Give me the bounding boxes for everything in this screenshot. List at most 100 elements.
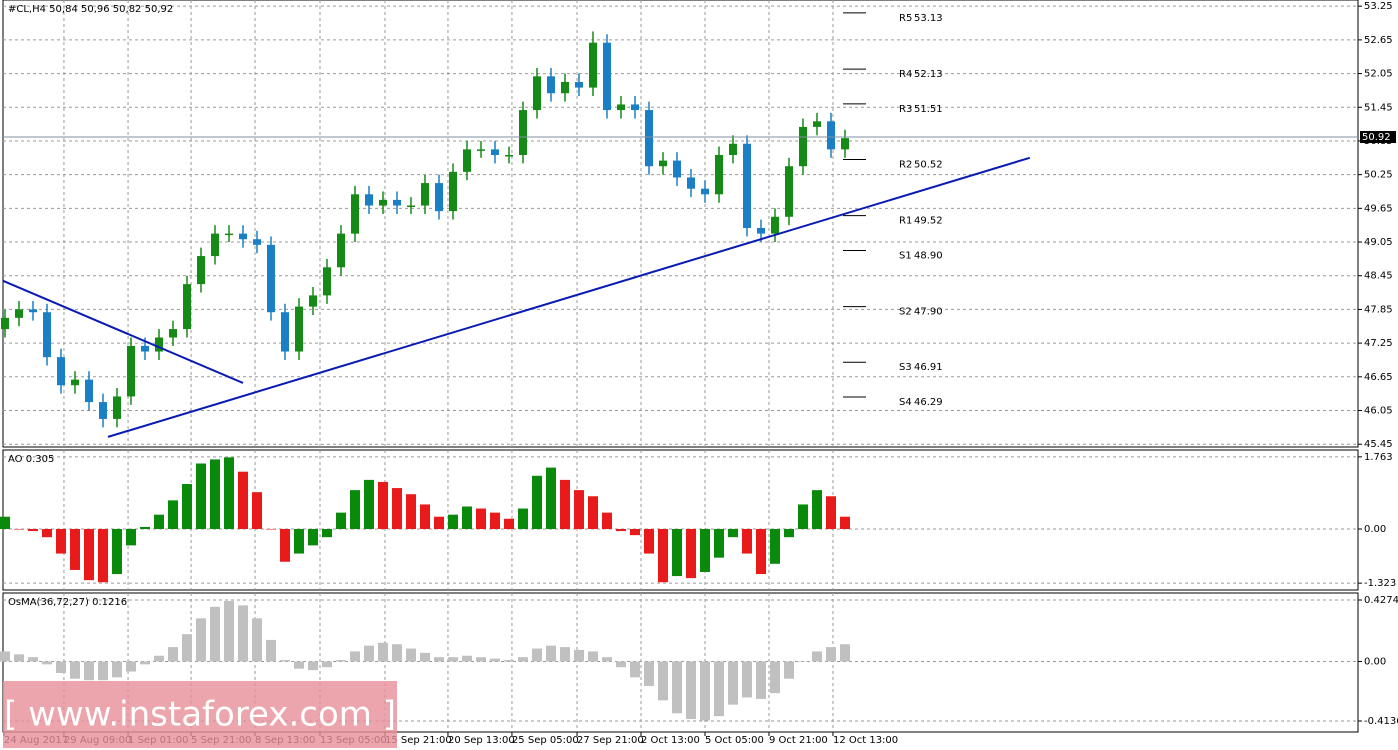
ao-bar	[532, 475, 542, 530]
osma-bar	[84, 661, 94, 681]
osma-bar	[56, 661, 66, 674]
pivot-value: 53.13	[914, 13, 943, 24]
x-tick-label: 5 Oct 05:00	[705, 735, 764, 746]
osma-bar	[392, 644, 402, 662]
osma-bar	[574, 649, 584, 662]
ao-bar	[826, 496, 836, 530]
pivot-name: S2	[899, 307, 912, 318]
candle-body	[505, 154, 513, 157]
osma-bar	[336, 660, 346, 662]
osma-bar	[154, 655, 164, 662]
ao-bar	[714, 529, 724, 558]
ao-bar	[686, 529, 696, 579]
osma-bar	[616, 661, 626, 668]
osma-bar	[126, 661, 136, 672]
candle-body	[85, 379, 93, 403]
osma-bar	[644, 661, 654, 686]
pivot-name: R3	[899, 104, 912, 115]
ao-bar	[0, 516, 10, 530]
pivot-name: R2	[899, 159, 912, 170]
ao-bar	[546, 467, 556, 530]
osma-bar	[42, 661, 52, 665]
ao-bar	[462, 506, 472, 530]
osma-bar	[350, 651, 360, 662]
pivot-name: R5	[899, 13, 912, 24]
osma-bar	[714, 661, 724, 717]
candle-body	[421, 183, 429, 206]
ao-bar	[784, 529, 794, 538]
ao-bar	[392, 488, 402, 530]
candle-body	[365, 194, 373, 206]
ao-bar	[770, 529, 780, 564]
candle-body	[113, 396, 121, 419]
candle-body	[519, 110, 527, 155]
trendline	[107, 156, 1031, 438]
pivot-value: 48.90	[914, 250, 943, 261]
panel-title: OsMA(36,72,27) 0.1216	[8, 597, 127, 608]
candle-body	[449, 171, 457, 212]
candle-body	[631, 104, 639, 111]
pivot-name: S4	[899, 397, 912, 408]
ao-bar	[140, 526, 150, 530]
ao-bar	[490, 512, 500, 530]
candle-body	[351, 194, 359, 234]
osma-bar	[672, 661, 682, 714]
candle-body	[715, 154, 723, 195]
candle-body	[99, 402, 107, 419]
osma-bar	[434, 657, 444, 662]
ao-bar	[798, 504, 808, 530]
y-tick-label: 1.763	[1364, 452, 1393, 463]
osma-bar	[266, 639, 276, 662]
candle-body	[435, 183, 443, 212]
candle-body	[211, 233, 219, 257]
ao-bar	[434, 516, 444, 530]
candle-body	[645, 110, 653, 167]
osma-bar	[840, 644, 850, 662]
ao-bar	[98, 529, 108, 583]
ao-bar	[420, 504, 430, 530]
osma-bar	[210, 606, 220, 662]
osma-bar	[560, 647, 570, 662]
candle-body	[183, 284, 191, 330]
trendline	[2, 279, 244, 384]
pivot-value: 52.13	[914, 69, 943, 80]
y-tick-label: 51.45	[1364, 102, 1393, 113]
y-tick-label: 49.65	[1364, 203, 1393, 214]
ao-bar	[252, 492, 262, 530]
osma-bar	[406, 648, 416, 662]
y-tick-label: 0.4274	[1364, 595, 1398, 606]
osma-bar	[546, 645, 556, 662]
candle-body	[71, 379, 79, 386]
ao-bar	[742, 529, 752, 554]
osma-bar	[728, 661, 738, 705]
ao-bar	[364, 479, 374, 530]
y-tick-label: 46.05	[1364, 405, 1393, 416]
osma-bar	[308, 661, 318, 671]
pivot-name: R4	[899, 69, 912, 80]
candle-body	[617, 104, 625, 111]
candle-body	[43, 312, 51, 358]
candle-body	[799, 126, 807, 167]
y-tick-label: -1.323	[1364, 578, 1396, 589]
osma-bar	[504, 660, 514, 662]
ao-bar	[574, 490, 584, 530]
ao-bar	[210, 459, 220, 530]
candle-body	[757, 227, 765, 234]
pivot-name: S1	[899, 250, 912, 261]
osma-bar	[770, 661, 780, 694]
ao-bar	[168, 500, 178, 530]
osma-bar	[812, 651, 822, 662]
candle-body	[827, 121, 835, 150]
osma-bar	[140, 661, 150, 665]
panel-frame	[2, 0, 1359, 448]
ao-bar	[560, 479, 570, 530]
ao-bar	[196, 463, 206, 530]
osma-bar	[420, 652, 430, 662]
pivot-name: S3	[899, 362, 912, 373]
candle-body	[337, 233, 345, 268]
osma-bar	[322, 661, 332, 668]
ao-bar	[448, 514, 458, 530]
candle-body	[141, 345, 149, 352]
x-tick-label: 27 Sep 21:00	[577, 735, 644, 746]
